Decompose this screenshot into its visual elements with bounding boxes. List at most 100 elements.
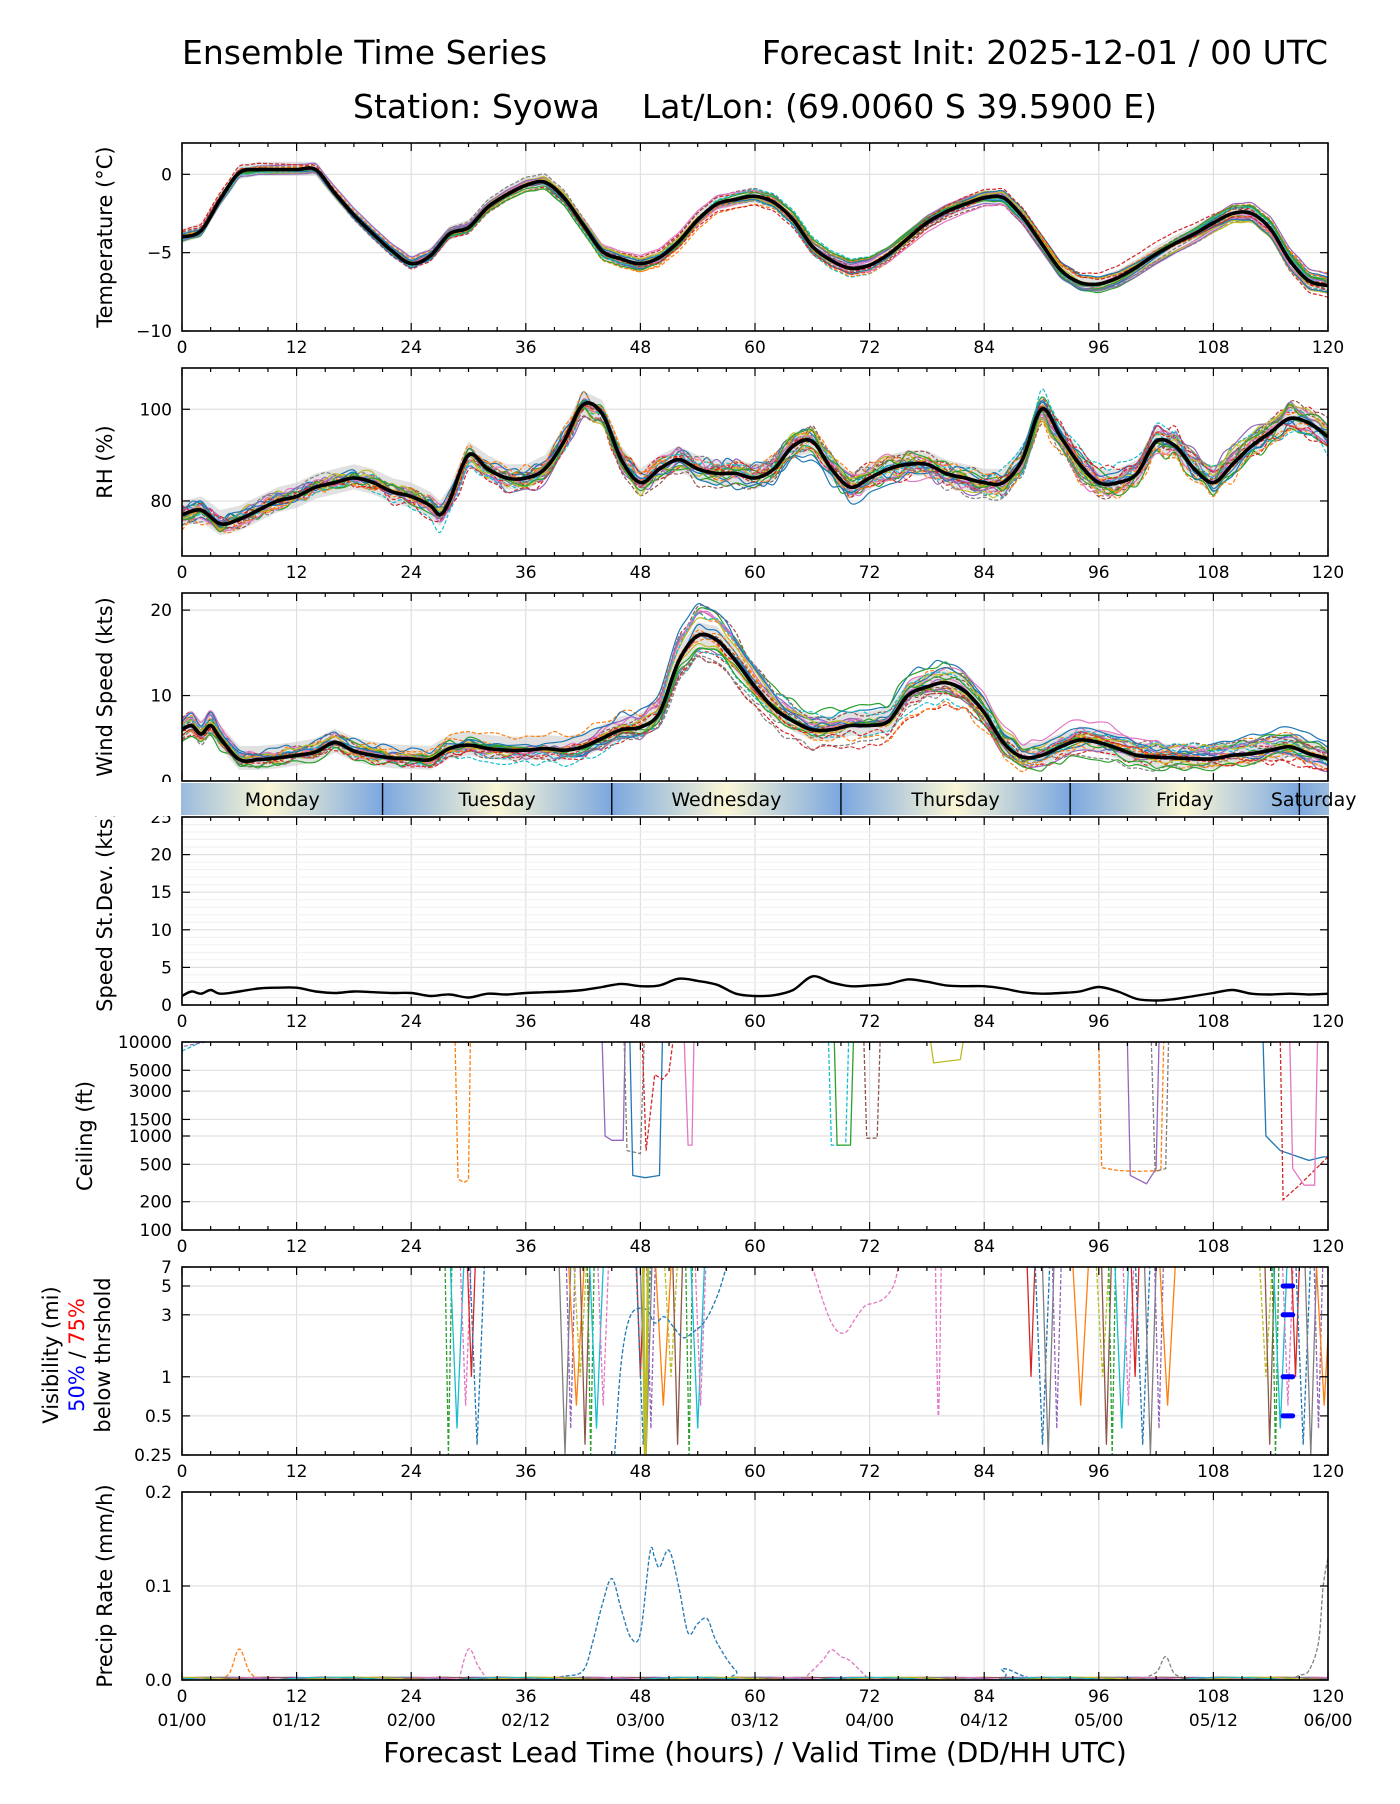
visibility-member-spike	[1134, 1267, 1151, 1445]
vis-ylabel-main: Visibility (mi)	[39, 1286, 63, 1423]
visibility-member-spike	[694, 1267, 707, 1406]
y-tick-label: 1	[161, 1368, 172, 1388]
plot-area-sd	[182, 975, 1328, 1002]
x-tick-label: 0	[177, 1012, 188, 1032]
x-tick-label: 0	[177, 1237, 188, 1257]
visibility-member-spike	[449, 1267, 465, 1429]
x-tick-label: 12	[286, 1237, 308, 1257]
x-tick-label: 24	[400, 1012, 422, 1032]
valid-time-label: 03/12	[731, 1711, 780, 1731]
x-tick-label: 60	[744, 1012, 766, 1032]
x-tick-label: 120	[1312, 1687, 1344, 1707]
spread-band-temp	[182, 161, 1328, 292]
x-tick-label: 24	[400, 1462, 422, 1482]
visibility-member-spike	[1095, 1267, 1110, 1377]
x-tick-label: 84	[973, 1012, 995, 1032]
day-band-segment	[382, 783, 612, 815]
y-tick-label: 20	[150, 601, 172, 621]
x-tick-label: 0	[177, 563, 188, 583]
panel-rh: 0 12 24 36 48 60 72 84 96 108 120 80 100 RH (%)	[93, 367, 1344, 583]
y-tick-label: 10	[150, 921, 172, 941]
ensemble-member-line	[182, 405, 1328, 531]
speed-stdev-line	[182, 975, 1328, 1002]
ceiling-member-line	[683, 1042, 695, 1146]
x-tick-label: 12	[286, 563, 308, 583]
y-tick-label: 10	[150, 687, 172, 707]
ensemble-member-line	[182, 638, 1328, 772]
day-label: Tuesday	[457, 789, 535, 811]
ensemble-member-line	[182, 612, 1328, 766]
visibility-ylabel: Visibility (mi) 50% / 75% below thrshold	[39, 1277, 115, 1432]
valid-time-label: 02/12	[501, 1711, 550, 1731]
ceiling-member-line	[454, 1042, 472, 1184]
ensemble-member-line	[182, 391, 1328, 532]
x-tick-label: 60	[744, 1687, 766, 1707]
x-tick-label: 120	[1312, 1462, 1344, 1482]
x-tick-label: 72	[859, 1687, 881, 1707]
x-tick-label: 120	[1312, 338, 1344, 358]
ceiling-member-edge	[182, 1042, 202, 1052]
visibility-member-spike	[672, 1267, 684, 1445]
visibility-member-spike	[690, 1267, 706, 1429]
visibility-member-spike	[655, 1267, 672, 1406]
day-band-segment	[611, 783, 841, 815]
panel-precip: 0 12 24 36 48 60 72 84 96 108 120 0.0 0.1 0.2 Precip R…	[93, 1483, 1344, 1707]
precip-member-line	[1289, 1557, 1328, 1680]
y-tick-label: 1500	[129, 1110, 172, 1130]
x-tick-label: 84	[973, 338, 995, 358]
y-tick-label: 0.0	[145, 1671, 172, 1691]
visibility-member-spike	[1101, 1267, 1112, 1445]
day-band-mask-left	[0, 782, 181, 816]
ensemble-member-line	[182, 169, 1328, 290]
visibility-member-spike	[1122, 1267, 1135, 1406]
day-band-mask-right	[1329, 782, 1400, 816]
x-tick-label: 48	[630, 1462, 652, 1482]
ceiling-member-line	[1289, 1042, 1319, 1186]
x-tick-label: 60	[744, 1462, 766, 1482]
y-tick-label: 500	[140, 1155, 172, 1175]
visibility-member-spike	[1072, 1267, 1089, 1406]
ensemble-member-line	[182, 602, 1328, 766]
x-tick-label: 96	[1088, 1012, 1110, 1032]
vis-ylabel-line3: below thrshold	[91, 1277, 115, 1432]
y-tick-label: 0	[161, 996, 172, 1016]
visibility-member-spike	[597, 1267, 610, 1406]
y-tick-label: 0.25	[134, 1446, 172, 1466]
visibility-member-spike	[1034, 1267, 1051, 1445]
day-label: Thursday	[910, 789, 999, 811]
ensemble-member-line	[182, 647, 1328, 772]
x-tick-label: 108	[1197, 1237, 1229, 1257]
x-tick-label: 48	[630, 1012, 652, 1032]
visibility-member-spike	[1041, 1267, 1055, 1455]
x-tick-label: 36	[515, 1012, 537, 1032]
y-tick-label: 200	[140, 1193, 172, 1213]
y-tick-label: −10	[136, 322, 172, 342]
y-tick-label: 20	[150, 846, 172, 866]
visibility-member-line	[642, 1267, 650, 1455]
y-tick-label: −5	[147, 244, 172, 264]
x-tick-label: 0	[177, 1462, 188, 1482]
visibility-member-spike	[558, 1267, 572, 1455]
x-tick-label: 72	[859, 563, 881, 583]
vis-ylabel-threshold: 50% / 75%	[65, 1298, 89, 1412]
vis-ylabel-75: 75%	[65, 1298, 89, 1345]
x-tick-label: 72	[859, 1237, 881, 1257]
y-tick-label: 0	[161, 165, 172, 185]
x-tick-label: 84	[973, 1237, 995, 1257]
y-axis-label-rh: RH (%)	[93, 425, 117, 498]
x-tick-label: 108	[1197, 1462, 1229, 1482]
x-tick-label: 84	[973, 1687, 995, 1707]
y-tick-label: 0.5	[145, 1407, 172, 1427]
x-tick-label: 24	[400, 563, 422, 583]
plot-area-temp	[182, 161, 1328, 298]
precip-member-baseline	[182, 1676, 1328, 1680]
y-tick-label: 80	[150, 492, 172, 512]
plot-area-rh	[182, 388, 1328, 536]
x-tick-label: 36	[515, 338, 537, 358]
visibility-member-spike	[1315, 1267, 1328, 1406]
ensemble-member-line	[182, 398, 1328, 523]
visibility-member-spike	[1259, 1267, 1273, 1377]
chart-title-right: Forecast Init: 2025-12-01 / 00 UTC	[762, 33, 1328, 72]
panels-layer: 0 12 24 36 48 60 72 84 96 108 120−10−50Temperature…	[73, 142, 1344, 1707]
